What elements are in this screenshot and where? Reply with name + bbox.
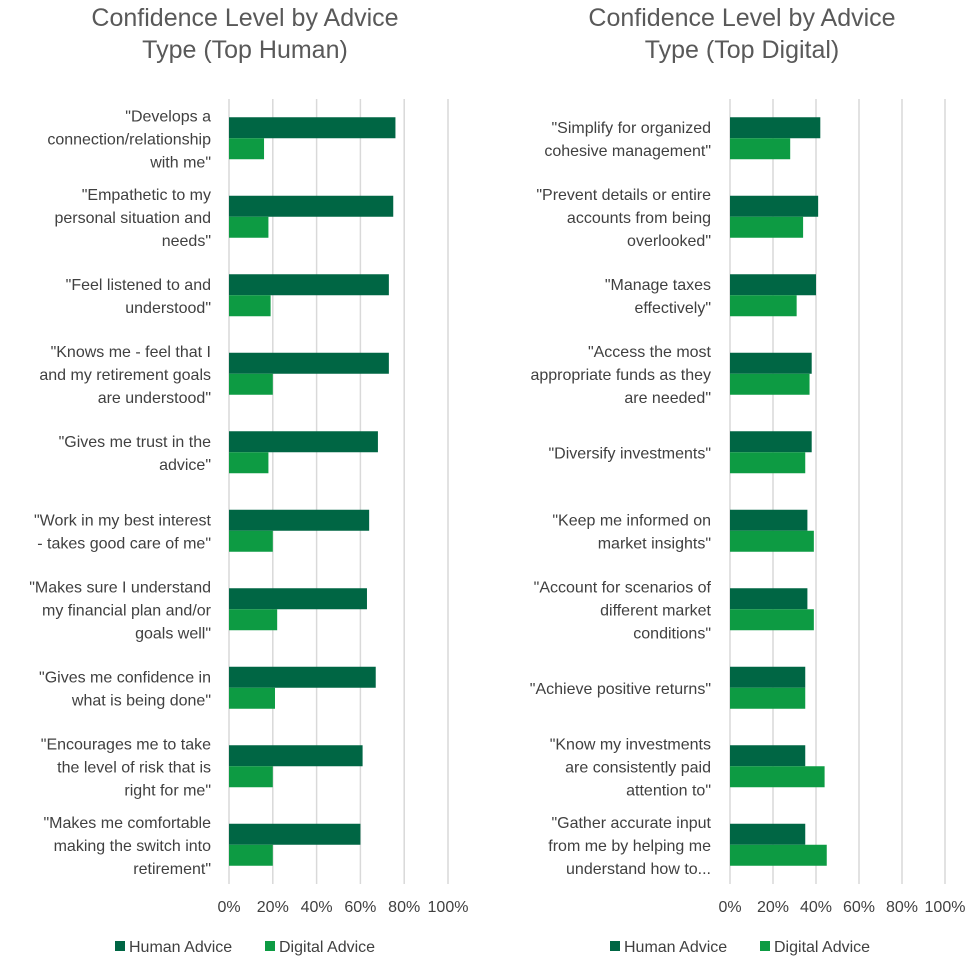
bar-human — [229, 666, 376, 688]
bar-digital — [730, 766, 825, 788]
category-label: "Gives me confidence in what is being don… — [39, 669, 211, 709]
bar-digital — [229, 452, 269, 474]
category-label: "Makes sure I understand my financial pla… — [29, 579, 211, 642]
category-label: "Prevent details or entire accounts from … — [536, 187, 711, 250]
bar-digital — [730, 373, 810, 395]
x-tick-label: 20% — [257, 899, 289, 916]
bar-human — [229, 823, 361, 845]
legend-swatch — [265, 941, 275, 951]
category-label: "Work in my best interest - takes good ca… — [34, 512, 212, 552]
bar-digital — [229, 138, 265, 160]
legend: Human Advice Digital Advice — [610, 939, 870, 956]
bar-digital — [730, 216, 804, 238]
bar-human — [229, 274, 389, 296]
bar-human — [730, 274, 816, 296]
bar-digital — [229, 530, 273, 552]
bar-digital — [730, 295, 797, 317]
category-label: "Gives me trust in the advice" — [59, 434, 212, 474]
bar-digital — [229, 609, 278, 631]
bar-digital — [730, 530, 814, 552]
bar-digital — [229, 295, 271, 317]
bar-digital — [229, 766, 273, 788]
bar-human — [730, 588, 808, 610]
bar-digital — [730, 844, 827, 866]
bar-human — [229, 117, 396, 139]
legend-label: Human Advice — [624, 939, 727, 956]
category-label: "Know my investments are consistently pai… — [550, 736, 711, 799]
bar-human — [730, 745, 806, 767]
bar-digital — [229, 687, 275, 709]
category-label: "Account for scenarios of different marke… — [534, 579, 712, 642]
bar-human — [229, 588, 367, 610]
x-tick-label: 80% — [886, 899, 918, 916]
bar-human — [229, 352, 389, 374]
category-label: "Gather accurate input from me by helping… — [548, 815, 711, 878]
bar-human — [730, 509, 808, 531]
bar-human — [730, 666, 806, 688]
bar-digital — [730, 138, 791, 160]
x-tick-label: 60% — [344, 899, 376, 916]
legend-label: Digital Advice — [279, 939, 375, 956]
bar-human — [229, 431, 378, 453]
x-tick-label: 100% — [925, 899, 966, 916]
bar-human — [730, 431, 812, 453]
bar-human — [730, 117, 821, 139]
chart-2: Confidence Level by Advice Type (Top Digi… — [530, 4, 966, 956]
category-label: "Simplify for organized cohesive manageme… — [544, 120, 711, 160]
category-label: "Makes me comfortable making the switch i… — [43, 815, 211, 878]
x-tick-label: 60% — [843, 899, 875, 916]
legend-swatch — [115, 941, 125, 951]
x-tick-label: 100% — [428, 899, 469, 916]
bar-human — [229, 745, 363, 767]
x-tick-label: 0% — [217, 899, 240, 916]
x-tick-label: 40% — [301, 899, 333, 916]
category-label: "Feel listened to and understood" — [66, 277, 211, 317]
x-tick-label: 0% — [718, 899, 741, 916]
bar-digital — [229, 844, 273, 866]
bar-human — [229, 195, 394, 217]
category-label: "Keep me informed on market insights" — [552, 512, 711, 552]
x-tick-label: 80% — [388, 899, 420, 916]
bar-human — [229, 509, 370, 531]
bar-digital — [730, 609, 814, 631]
legend-label: Digital Advice — [774, 939, 870, 956]
bar-human — [730, 195, 819, 217]
legend-label: Human Advice — [129, 939, 232, 956]
category-label: "Diversify investments" — [548, 445, 711, 462]
bar-digital — [229, 216, 269, 238]
bar-digital — [730, 687, 806, 709]
chart-title: Confidence Level by Advice Type (Top Digi… — [588, 4, 895, 64]
legend: Human Advice Digital Advice — [115, 939, 375, 956]
bar-human — [730, 823, 806, 845]
bar-digital — [730, 452, 806, 474]
category-label: "Manage taxes effectively" — [605, 277, 711, 317]
x-tick-label: 20% — [757, 899, 789, 916]
category-label: "Access the most appropriate funds as the… — [530, 344, 711, 407]
category-label: "Encourages me to take the level of risk … — [41, 736, 211, 799]
bar-digital — [229, 373, 273, 395]
x-tick-label: 40% — [800, 899, 832, 916]
chart-1: Confidence Level by Advice Type (Top Huma… — [29, 4, 468, 956]
category-label: "Achieve positive returns" — [530, 681, 711, 698]
chart-title: Confidence Level by Advice Type (Top Huma… — [91, 4, 398, 64]
legend-swatch — [760, 941, 770, 951]
legend-swatch — [610, 941, 620, 951]
category-label: "Empathetic to my personal situation and n… — [54, 187, 211, 250]
category-label: "Develops a connection/relationship with m… — [47, 108, 211, 171]
bar-human — [730, 352, 812, 374]
